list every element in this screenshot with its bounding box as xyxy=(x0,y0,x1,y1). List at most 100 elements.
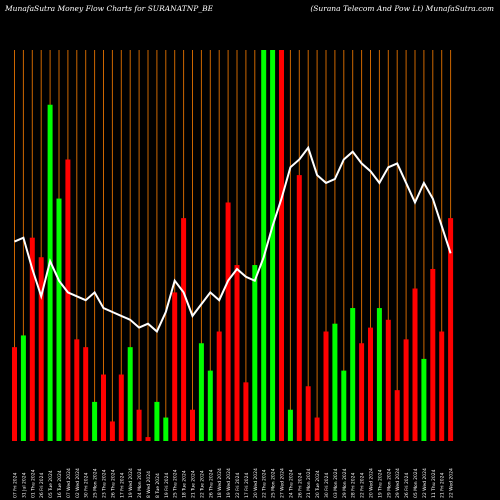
volume-bar xyxy=(403,339,409,441)
x-tick-label: 25 Mon 2024 xyxy=(93,468,99,498)
volume-bar xyxy=(385,319,391,441)
x-tick-label: 20 Tue 2024 xyxy=(315,470,321,498)
volume-bar xyxy=(225,202,231,441)
x-tick-label: 24 Thu 2024 xyxy=(288,469,294,498)
x-tick-label: 19 Wed 2024 xyxy=(226,468,232,498)
volume-bar xyxy=(74,339,80,441)
x-tick-label: 07 Wed 2024 xyxy=(66,468,72,498)
x-tick-label: 26 Fri 2024 xyxy=(297,472,303,498)
x-tick-label: 05 Mon 2024 xyxy=(413,468,419,498)
volume-bar xyxy=(92,401,98,441)
volume-bar xyxy=(252,265,258,441)
volume-bar xyxy=(56,198,62,441)
x-tick-label: 17 Fri 2024 xyxy=(119,472,125,498)
volume-bar xyxy=(323,331,329,441)
x-tick-label: 26 Fri 2024 xyxy=(39,472,45,498)
x-tick-label: 23 Thu 2024 xyxy=(102,469,108,498)
x-tick-label: 22 Wed 2024 xyxy=(422,468,428,498)
volume-bar xyxy=(198,343,204,441)
x-tick-label: 17 Fri 2024 xyxy=(244,472,250,498)
x-tick-label: 05 Tue 2024 xyxy=(48,470,54,498)
volume-bar xyxy=(12,347,17,441)
x-tick-label: 22 Thu 2024 xyxy=(262,469,268,498)
volume-bar xyxy=(38,257,44,441)
x-tick-label: 20 Wed 2024 xyxy=(253,468,259,498)
x-tick-label: 22 Wed 2024 xyxy=(449,468,455,498)
volume-bar xyxy=(83,347,89,441)
volume-bar xyxy=(216,331,222,441)
volume-bar xyxy=(163,417,169,441)
volume-bar xyxy=(190,409,195,441)
x-tick-label: 21 Tue 2024 xyxy=(191,470,197,498)
chart-title-left: MunafaSutra Money Flow Charts for SURANA… xyxy=(5,4,214,13)
volume-bar xyxy=(101,374,106,441)
volume-bar xyxy=(305,386,311,441)
volume-bar xyxy=(421,358,427,441)
x-tick-label: 8 Tue 2024 xyxy=(155,473,161,498)
volume-bar xyxy=(270,50,276,441)
x-tick-label: 16 Tue 2024 xyxy=(57,470,63,498)
grid-lines xyxy=(14,50,452,441)
volume-bar xyxy=(287,409,293,441)
x-tick-label: 26 Thu 2024 xyxy=(208,469,214,498)
x-tick-label: 02 Wed 2024 xyxy=(75,468,81,498)
x-tick-label: 29 Mon 2024 xyxy=(386,468,392,498)
x-tick-label: 22 Tue 2024 xyxy=(199,470,205,498)
x-tick-label: 31 Jul 2024 xyxy=(21,472,27,498)
x-tick-label: 28 Fri 2024 xyxy=(351,472,357,498)
x-tick-label: 27 Wed 2024 xyxy=(280,468,286,498)
volume-bar xyxy=(394,390,400,441)
x-tick-label: 01 Thu 2024 xyxy=(30,469,36,498)
volume-bar xyxy=(65,159,71,442)
x-tick-label: 29 Mon 2024 xyxy=(342,468,348,498)
x-tick-label: 29 Wed 2024 xyxy=(395,468,401,498)
x-tick-label: 19 Fri 2024 xyxy=(164,472,170,498)
x-tick-label: 25 Thu 2024 xyxy=(173,469,179,498)
bars xyxy=(12,50,454,442)
x-tick-label: 26 Fri 2024 xyxy=(404,472,410,498)
volume-bar xyxy=(136,409,142,441)
x-tick-label: 30 Fri 2024 xyxy=(324,472,330,498)
volume-bar xyxy=(430,268,436,441)
x-tick-label: 25 Mon 2024 xyxy=(271,468,277,498)
volume-bar xyxy=(145,437,151,441)
volume-bar xyxy=(243,382,249,441)
volume-bar xyxy=(181,218,187,441)
x-tick-label: 22 Fri 2024 xyxy=(360,472,366,498)
x-tick-label: 07 Fri 2024 xyxy=(13,472,19,498)
x-tick-label: 22 Fri 2024 xyxy=(235,472,241,498)
x-tick-label: 24 Mon 2024 xyxy=(137,468,143,498)
volume-bar xyxy=(314,417,320,441)
x-tick-label: 18 Tue 2024 xyxy=(182,470,188,498)
volume-bar xyxy=(359,343,365,441)
volume-bar xyxy=(20,335,26,441)
volume-bar xyxy=(296,175,302,441)
volume-bar xyxy=(207,370,213,441)
volume-bar xyxy=(376,308,382,441)
x-tick-labels: 07 Fri 2024 31 Jul 2024 01 Thu 2024 26 Fri … xyxy=(13,468,455,498)
x-tick-label: 19 Thu 2024 xyxy=(377,469,383,498)
x-tick-label: 18 Wed 2024 xyxy=(217,468,223,498)
volume-bar xyxy=(350,308,356,441)
volume-bar xyxy=(234,265,240,441)
volume-bar xyxy=(332,323,338,441)
volume-bar xyxy=(154,401,160,441)
money-flow-line xyxy=(14,145,452,334)
x-tick-label: 03 Mon 2024 xyxy=(333,468,339,498)
volume-bar xyxy=(341,370,347,441)
volume-bar xyxy=(118,374,124,441)
x-tick-label: 21 Fri 2024 xyxy=(440,472,446,498)
x-tick-label: 20 Wed 2024 xyxy=(369,468,375,498)
volume-bar xyxy=(109,421,115,441)
x-tick-label: 30 Fri 2024 xyxy=(84,472,90,498)
volume-bar xyxy=(412,288,418,441)
volume-bar xyxy=(279,50,284,441)
volume-bar xyxy=(47,104,53,442)
x-tick-label: 8 Wed 2024 xyxy=(146,471,152,498)
x-tick-label: 11 Thu 2024 xyxy=(431,469,437,498)
volume-bar xyxy=(127,347,133,441)
volume-bar xyxy=(448,218,454,441)
volume-bar xyxy=(368,327,373,441)
x-tick-label: 26 Thu 2024 xyxy=(110,469,116,498)
